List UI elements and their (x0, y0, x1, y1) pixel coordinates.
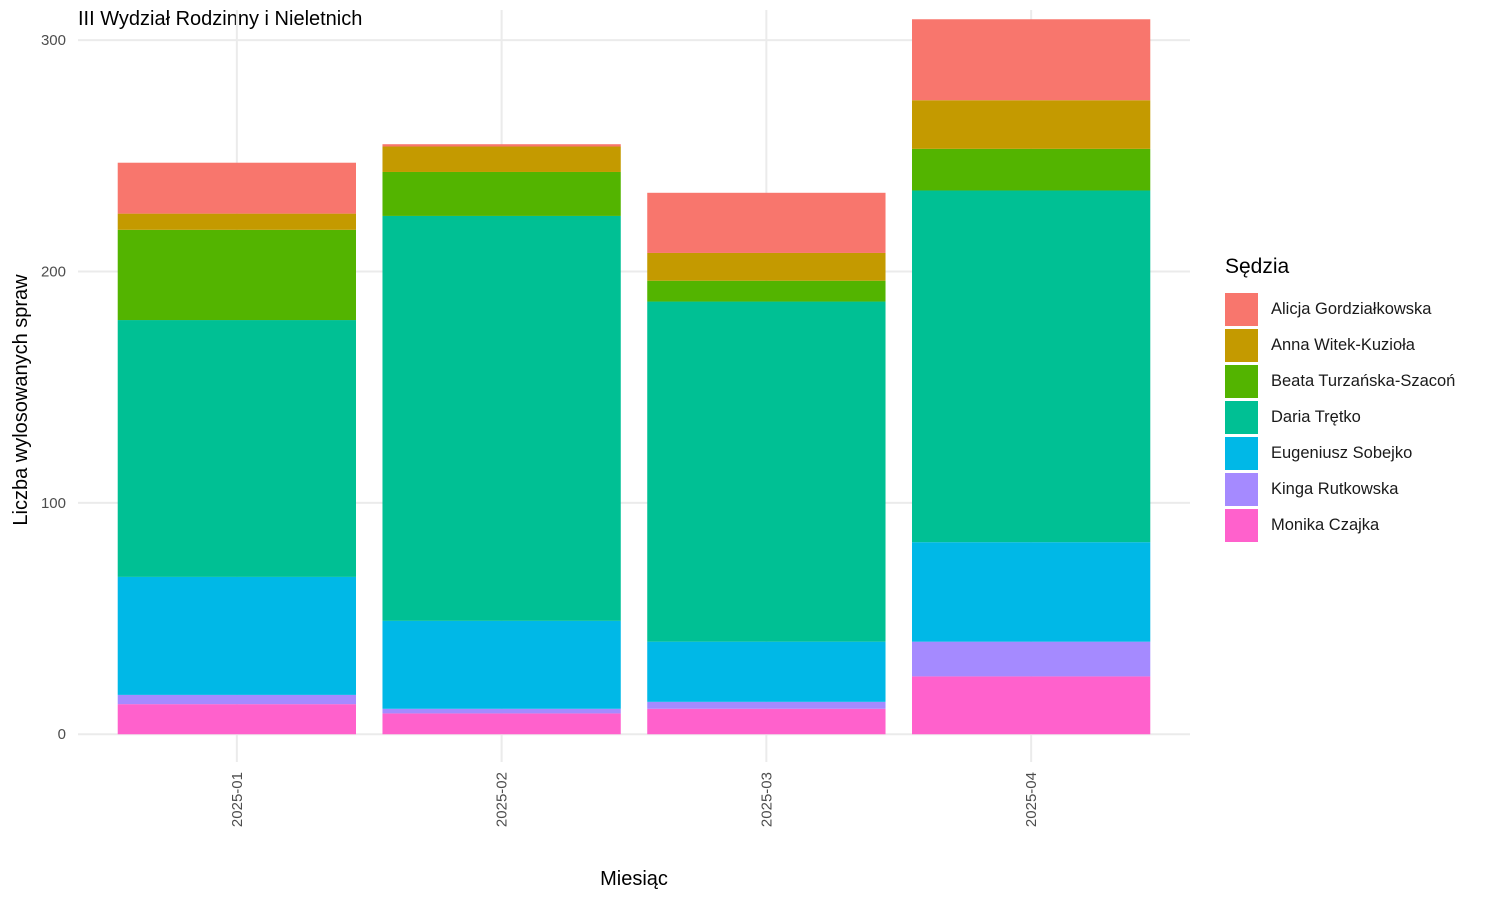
x-tick-label: 2025-03 (758, 772, 775, 827)
bar-segment (647, 641, 886, 702)
bar-segment (647, 280, 886, 302)
bar-segment (382, 144, 621, 147)
y-tick-label: 200 (41, 263, 66, 280)
legend-label: Anna Witek-Kuzioła (1271, 335, 1415, 354)
legend-swatch (1225, 436, 1258, 470)
legend-swatch (1225, 292, 1258, 326)
y-axis-ticks: 0 100 200 300 (41, 32, 66, 743)
bar-segment (647, 708, 886, 735)
legend-item: Kinga Rutkowska (1225, 471, 1455, 507)
bar-segment (912, 641, 1151, 677)
bar-segment (912, 542, 1151, 642)
bar-segment (647, 192, 886, 253)
y-tick-label: 300 (41, 32, 66, 49)
bar-segment (647, 701, 886, 709)
bar-segment (117, 229, 356, 321)
bar-segment (382, 708, 621, 714)
bar-segment (912, 19, 1151, 101)
x-tick-label: 2025-02 (494, 772, 511, 827)
legend-title: Sędzia (1225, 255, 1290, 278)
legend-item: Eugeniusz Sobejko (1225, 435, 1455, 471)
x-axis-title: Miesiąc (600, 868, 668, 890)
bar-segment (382, 620, 621, 709)
bar-segment (912, 190, 1151, 543)
legend-item: Monika Czajka (1225, 507, 1455, 543)
y-axis-title: Liczba wylosowanych spraw (10, 274, 32, 526)
bar-segment (117, 213, 356, 230)
x-axis-ticks: 2025-01 2025-02 2025-03 2025-04 (229, 772, 1040, 827)
bar-segment (912, 100, 1151, 149)
legend-label: Alicja Gordziałkowska (1271, 299, 1432, 318)
bar-segment (382, 215, 621, 621)
legend-item: Beata Turzańska-Szacoń (1225, 363, 1455, 399)
bar-segment (912, 148, 1151, 191)
y-tick-label: 100 (41, 495, 66, 512)
legend-swatch (1225, 328, 1258, 362)
bar-segment (647, 301, 886, 642)
legend: Sędzia Alicja Gordziałkowska Anna Witek-K… (1225, 255, 1455, 543)
legend-label: Eugeniusz Sobejko (1271, 443, 1413, 462)
y-tick-label: 0 (58, 726, 66, 743)
legend-swatch (1225, 400, 1258, 434)
bar-segment (117, 320, 356, 577)
legend-label: Daria Trętko (1271, 407, 1361, 426)
legend-item: Anna Witek-Kuzioła (1225, 327, 1455, 363)
legend-label: Monika Czajka (1271, 515, 1380, 534)
bar-segment (117, 162, 356, 214)
legend-swatch (1225, 472, 1258, 506)
legend-label: Beata Turzańska-Szacoń (1271, 371, 1456, 390)
chart-title: III Wydział Rodzinny i Nieletnich (78, 8, 363, 30)
bar-segment (647, 252, 886, 281)
legend-swatch (1225, 508, 1258, 542)
bar-segment (382, 171, 621, 216)
x-tick-label: 2025-04 (1023, 772, 1040, 827)
legend-items: Alicja Gordziałkowska Anna Witek-Kuzioła B… (1225, 291, 1455, 543)
bar-segment (382, 713, 621, 735)
legend-label: Kinga Rutkowska (1271, 479, 1399, 498)
bars (117, 19, 1151, 735)
bar-segment (382, 146, 621, 172)
legend-item: Alicja Gordziałkowska (1225, 291, 1455, 327)
bar-segment (912, 676, 1151, 735)
legend-item: Daria Trętko (1225, 399, 1455, 435)
bar-segment (117, 694, 356, 705)
legend-swatch (1225, 364, 1258, 398)
bar-segment (117, 704, 356, 735)
x-tick-label: 2025-01 (229, 772, 246, 827)
bar-segment (117, 576, 356, 695)
